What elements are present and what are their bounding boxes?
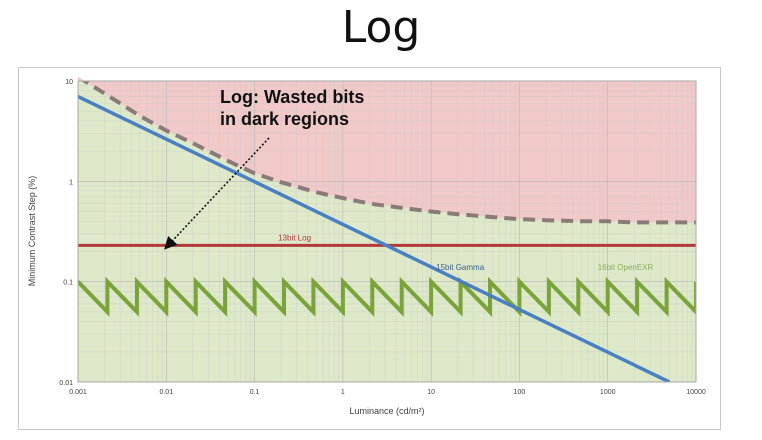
- x-tick-label: 0.1: [250, 389, 260, 396]
- series-labels: 13bit Log 15bit Gamma 16bit OpenEXR: [278, 233, 653, 272]
- x-tick-label: 100: [514, 389, 526, 396]
- threshold-regions: [78, 76, 696, 382]
- annotation-text-line: in dark regions: [220, 109, 349, 129]
- chart-frame: 0.001 0.01 0.1 1 10 100 1000 10000 0.01 0.1 1 10 Lu…: [18, 67, 721, 430]
- x-tick-label: 0.01: [159, 389, 173, 396]
- slide-title: Log: [341, 2, 421, 53]
- openexr-label: 16bit OpenEXR: [598, 263, 654, 272]
- x-tick-label: 10000: [686, 389, 706, 396]
- y-tick-label: 0.01: [59, 380, 73, 387]
- y-tick-label: 0.1: [63, 280, 73, 287]
- log13-label: 13bit Log: [278, 233, 311, 242]
- gamma15-line: [78, 94, 671, 382]
- y-axis-label: Minimum Contrast Step (%): [27, 176, 37, 287]
- axis-ticks: 0.001 0.01 0.1 1 10 100 1000 10000 0.01 0.1 1 10: [59, 79, 705, 396]
- annotation-arrow: [164, 137, 270, 250]
- x-tick-label: 10: [427, 389, 435, 396]
- series-layer: [78, 81, 696, 382]
- x-tick-label: 1000: [600, 389, 616, 396]
- log-contrast-chart: 0.001 0.01 0.1 1 10 100 1000 10000 0.01 0.1 1 10 Lu…: [27, 76, 706, 416]
- openexr-sawtooth-line: [78, 276, 696, 317]
- x-axis-label: Luminance (cd/m²): [349, 406, 424, 416]
- gamma15-label: 15bit Gamma: [436, 263, 485, 272]
- y-tick-label: 10: [65, 79, 73, 86]
- x-tick-label: 1: [341, 389, 345, 396]
- threshold-dashed-curve: [80, 81, 696, 225]
- x-tick-label: 0.001: [69, 389, 87, 396]
- plot-area-border: [77, 80, 697, 383]
- annotation-text-line: Log: Wasted bits: [220, 87, 364, 107]
- y-tick-label: 1: [69, 179, 73, 186]
